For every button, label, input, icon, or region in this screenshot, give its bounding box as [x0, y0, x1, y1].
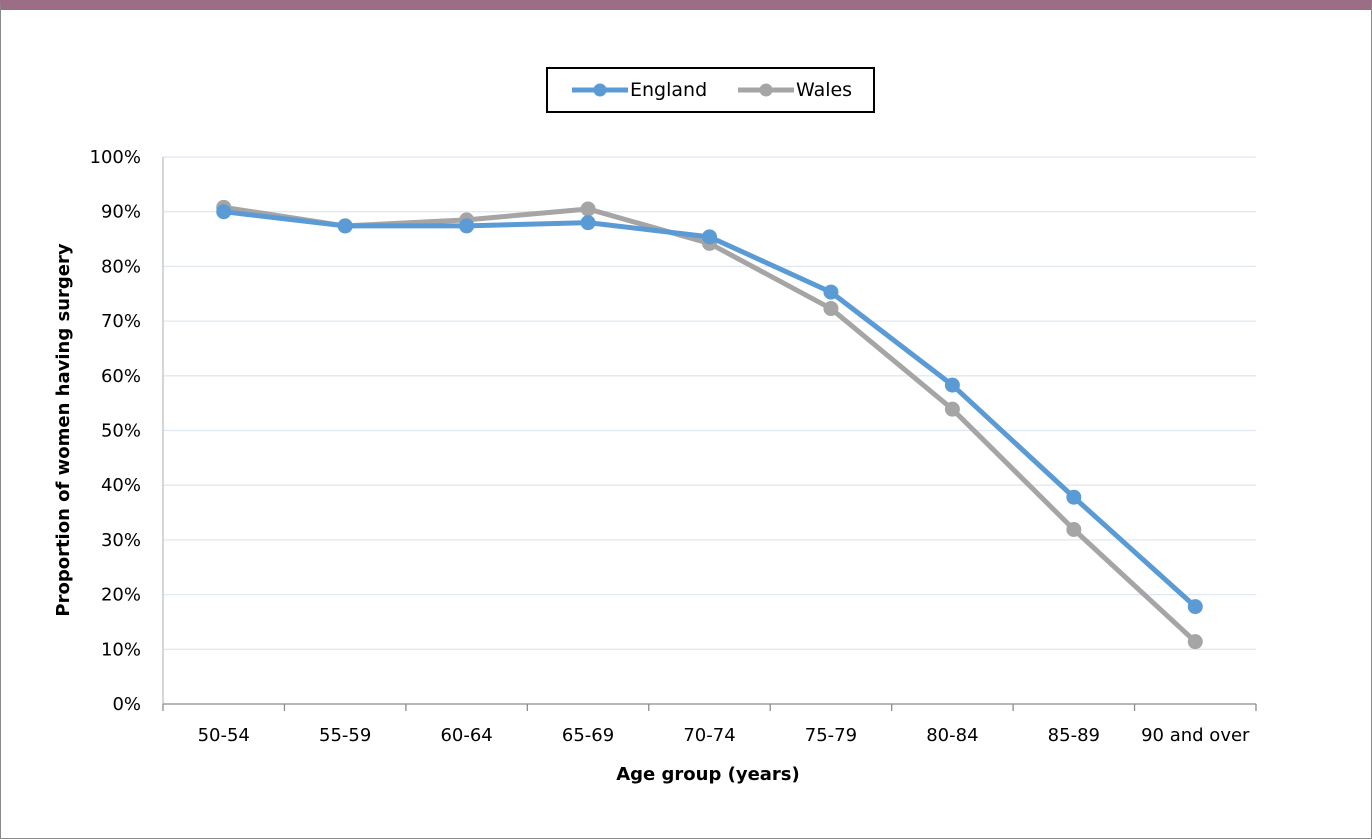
y-tick-label: 100%: [90, 147, 141, 168]
data-point-england: [337, 218, 353, 234]
x-tick-label: 70-74: [683, 725, 735, 746]
legend-swatch-england: [572, 83, 628, 97]
legend-label-wales: Wales: [796, 79, 853, 101]
data-point-england: [1187, 599, 1203, 615]
data-point-wales: [944, 401, 960, 417]
series-line-wales: [221, 204, 1198, 645]
legend-swatch-wales: [738, 83, 794, 97]
x-tick-labels: 50-54 55-59 60-64 65-69 70-74 75-79 80-84 85-89…: [198, 725, 1250, 746]
y-tick-label: 50%: [101, 421, 141, 442]
legend-label-england: England: [630, 79, 708, 101]
data-point-wales: [823, 301, 839, 317]
y-tick-label: 60%: [101, 366, 141, 387]
legend: England Wales: [546, 67, 875, 113]
gridlines: [163, 156, 1256, 650]
data-point-england: [702, 229, 717, 245]
data-point-england: [216, 204, 232, 220]
y-tick-label: 20%: [101, 585, 141, 606]
axes: [162, 157, 1257, 711]
x-tick-label: 65-69: [562, 725, 614, 746]
data-point-wales: [580, 201, 596, 217]
y-tick-label: 70%: [101, 311, 141, 332]
data-point-england: [823, 284, 839, 300]
y-tick-label: 0%: [112, 694, 141, 715]
x-tick-label: 85-89: [1048, 725, 1100, 746]
x-tick-label: 55-59: [319, 725, 371, 746]
x-tick-label: 50-54: [198, 725, 250, 746]
y-axis-title: Proportion of women having surgery: [53, 243, 74, 616]
data-point-england: [580, 215, 596, 231]
x-tick-label: 80-84: [926, 725, 978, 746]
x-axis-title: Age group (years): [616, 764, 800, 785]
y-tick-labels: 0% 10% 20% 30% 40% 50% 60% 70% 80% 90% 100%: [90, 147, 141, 715]
y-tick-label: 40%: [101, 475, 141, 496]
x-tick-label: 60-64: [440, 725, 492, 746]
legend-item-wales: Wales: [736, 69, 876, 111]
y-tick-label: 80%: [101, 256, 141, 277]
y-tick-label: 10%: [101, 639, 141, 660]
x-tick-label: 75-79: [805, 725, 857, 746]
x-tick-label: 90 and over: [1141, 725, 1250, 746]
data-point-england: [1066, 489, 1082, 505]
data-point-wales: [1066, 522, 1082, 538]
data-point-england: [944, 377, 960, 393]
series-line-england: [221, 209, 1198, 610]
y-tick-label: 30%: [101, 530, 141, 551]
data-point-wales: [1187, 634, 1203, 650]
legend-item-england: England: [570, 69, 720, 111]
series-group: [216, 199, 1203, 650]
data-point-england: [459, 218, 475, 234]
y-tick-label: 90%: [101, 202, 141, 223]
